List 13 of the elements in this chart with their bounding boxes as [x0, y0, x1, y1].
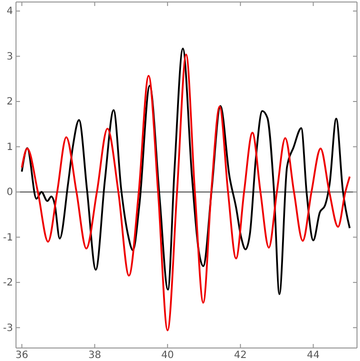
y-tick-label: -1 — [3, 232, 13, 244]
x-tick-label: 44 — [306, 350, 320, 361]
x-tick-label: 38 — [88, 350, 102, 361]
y-tick-label: 4 — [6, 6, 13, 18]
y-tick-label: 2 — [6, 96, 13, 108]
y-tick-label: 0 — [6, 187, 13, 198]
y-tick-label: 1 — [6, 142, 13, 153]
y-tick-label: 3 — [6, 51, 13, 62]
y-tick-label: -3 — [3, 322, 13, 334]
x-tick-label: 42 — [234, 350, 247, 361]
x-tick-label: 40 — [161, 350, 174, 361]
x-tick-label: 36 — [15, 350, 28, 361]
y-tick-label: -2 — [3, 278, 13, 289]
